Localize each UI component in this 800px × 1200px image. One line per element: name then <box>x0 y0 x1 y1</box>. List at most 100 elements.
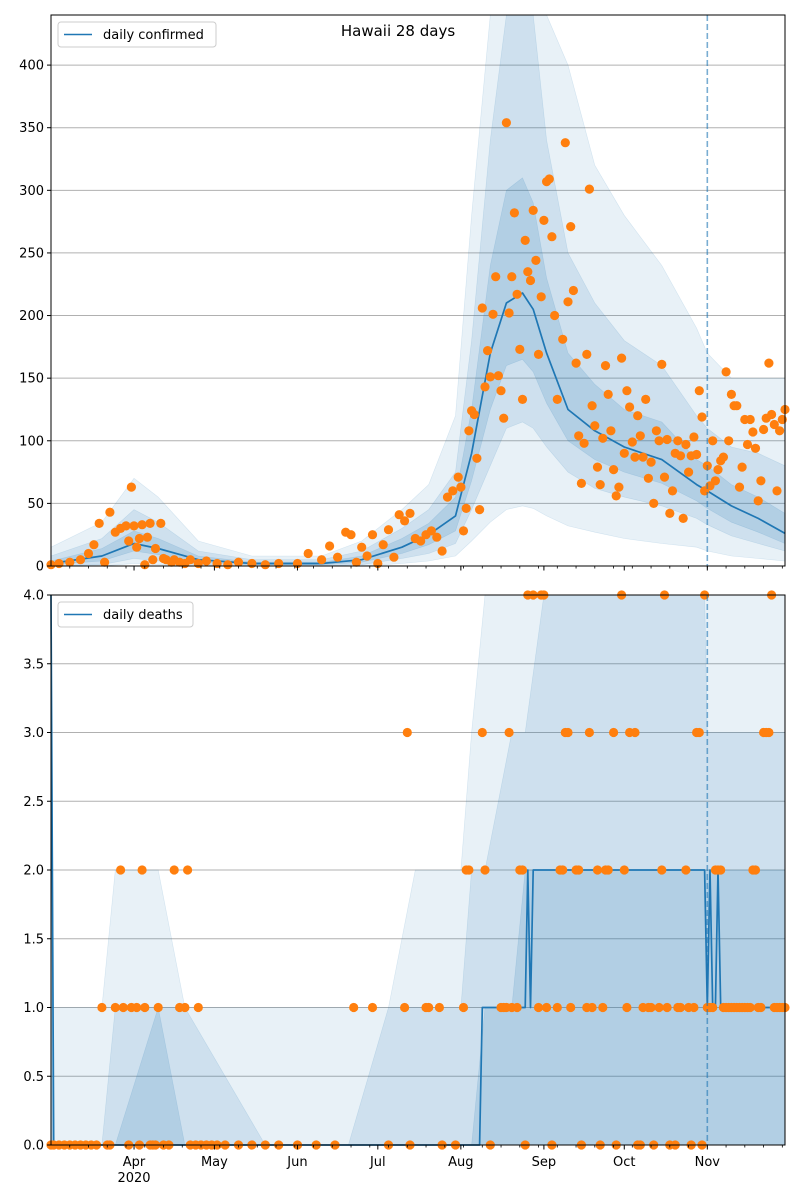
data-point <box>641 394 651 404</box>
data-point <box>512 289 522 299</box>
data-point <box>351 557 361 567</box>
data-point <box>625 402 635 412</box>
data-point <box>694 386 704 396</box>
data-point <box>726 389 737 399</box>
data-point <box>75 555 86 565</box>
data-point <box>643 473 654 483</box>
data-point <box>134 533 144 544</box>
x-tick-label: May <box>201 1155 228 1170</box>
data-point <box>563 727 573 738</box>
confirmed-y-axis: 0 50 100 150 200 250 300 350 400 <box>19 59 51 575</box>
data-point <box>140 1002 150 1013</box>
data-point <box>638 452 648 462</box>
data-point <box>764 358 774 368</box>
data-point <box>346 530 356 540</box>
data-point <box>402 727 412 738</box>
data-point <box>756 1002 766 1013</box>
data-point <box>169 865 179 875</box>
data-point <box>633 411 643 421</box>
data-point <box>400 1002 410 1013</box>
data-point <box>675 451 686 461</box>
data-point <box>708 436 718 446</box>
data-point <box>657 359 667 369</box>
data-point <box>675 1002 686 1013</box>
data-point <box>753 496 763 506</box>
y-tick-label: 2.5 <box>23 795 44 810</box>
data-point <box>528 205 538 215</box>
data-point <box>542 1002 552 1013</box>
data-point <box>681 865 691 875</box>
data-point <box>132 542 142 552</box>
legend-label: daily confirmed <box>103 28 204 43</box>
data-point <box>533 1002 544 1013</box>
data-point <box>772 486 782 496</box>
data-point <box>448 486 458 496</box>
data-point <box>520 235 530 245</box>
data-point <box>574 431 584 441</box>
data-point <box>54 558 64 569</box>
data-point <box>212 558 222 569</box>
data-point <box>193 1002 203 1013</box>
data-point <box>654 436 664 446</box>
confirmed-grid <box>51 64 785 504</box>
data-point <box>485 372 495 382</box>
data-point <box>617 353 627 363</box>
y-tick-label: 0.0 <box>23 1139 44 1154</box>
data-point <box>378 540 388 550</box>
data-point <box>118 1002 128 1013</box>
data-point <box>183 865 193 875</box>
chart-title: Hawaii 28 days <box>341 22 455 40</box>
data-point <box>517 865 528 875</box>
data-point <box>748 427 758 437</box>
data-point <box>651 426 662 436</box>
data-point <box>349 1002 359 1013</box>
data-point <box>137 520 147 530</box>
deaths-x-axis: Apr May Jun Jul Aug Sep Oct Nov <box>69 1145 783 1170</box>
data-point <box>437 546 447 556</box>
data-point <box>665 508 675 518</box>
data-point <box>477 303 487 313</box>
data-point <box>667 486 678 496</box>
data-point <box>434 1002 444 1013</box>
data-point <box>756 476 766 486</box>
data-point <box>432 532 442 542</box>
data-point <box>148 555 158 565</box>
data-point <box>469 409 479 420</box>
y-tick-label: 1.0 <box>23 1001 44 1016</box>
data-point <box>576 478 587 488</box>
data-point <box>689 432 699 442</box>
data-point <box>442 492 453 502</box>
data-point <box>622 386 632 396</box>
data-point <box>721 367 731 377</box>
deaths-panel: 0.0 0.5 1.0 1.5 2.0 2.5 3.0 3.5 4.0 Apr May Jun Jul… <box>23 589 790 1186</box>
data-point <box>619 448 629 458</box>
data-point <box>461 503 471 513</box>
data-point <box>97 1002 107 1013</box>
data-point <box>769 419 779 430</box>
data-point <box>247 558 257 569</box>
data-point <box>777 414 787 425</box>
confirmed-legend: daily confirmed <box>57 21 217 48</box>
data-point <box>472 453 482 463</box>
data-point <box>558 865 568 875</box>
data-point <box>619 865 629 875</box>
data-point <box>153 1002 163 1013</box>
data-point <box>416 536 426 546</box>
data-point <box>614 482 624 492</box>
data-point <box>590 421 600 431</box>
data-point <box>611 491 621 501</box>
data-point <box>547 232 557 242</box>
data-point <box>716 865 726 875</box>
data-point <box>598 433 608 443</box>
data-point <box>531 255 541 265</box>
y-tick-label: 150 <box>19 372 44 387</box>
data-point <box>333 552 343 562</box>
y-tick-label: 1.5 <box>23 932 44 947</box>
x-tick-label: Aug <box>448 1155 473 1170</box>
data-point <box>496 386 506 396</box>
data-point <box>708 1002 718 1013</box>
data-point <box>673 436 683 446</box>
data-point <box>659 472 670 482</box>
data-point <box>129 521 139 531</box>
data-point <box>710 476 721 486</box>
